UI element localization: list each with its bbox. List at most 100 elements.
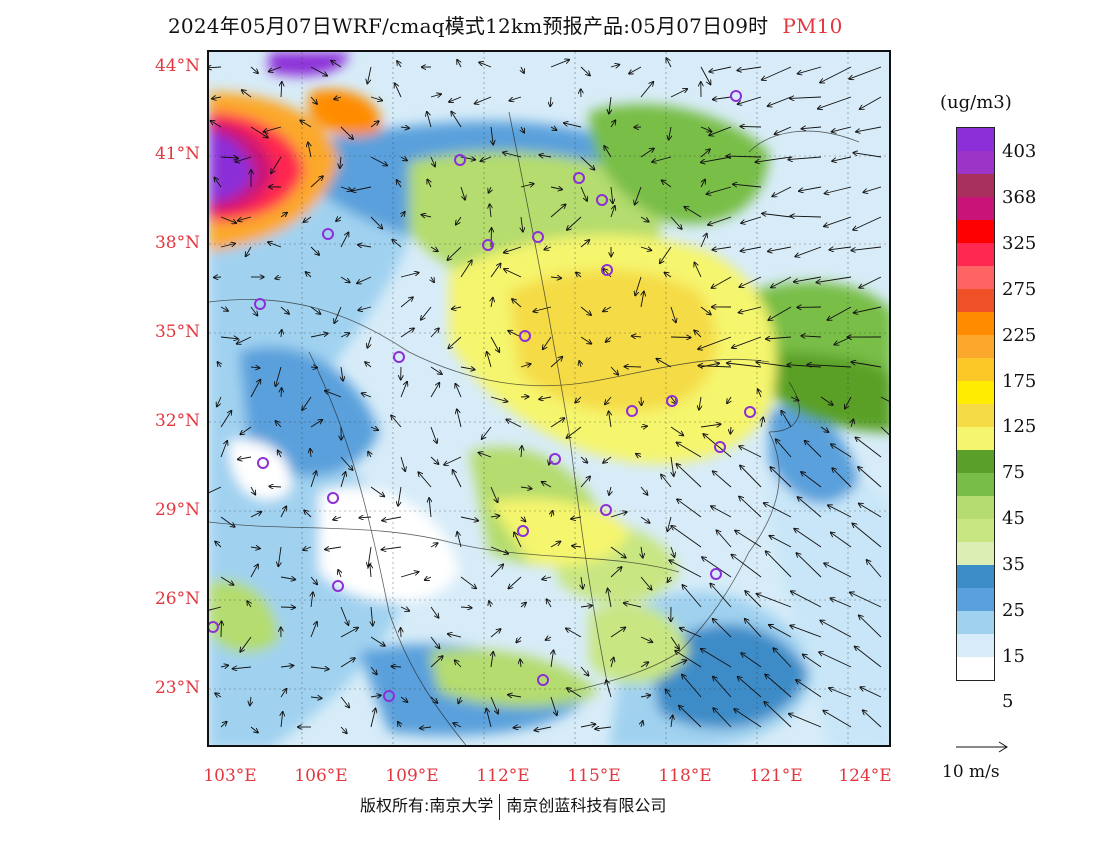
wind-vector [340,333,349,337]
wind-vector [430,543,438,547]
legend-label: 325 [1002,233,1037,254]
wind-vector [816,276,852,282]
wind-vector [457,409,462,428]
wind-vector [455,384,462,398]
wind-vector [640,216,649,222]
wind-vector [514,532,522,548]
wind-vector [448,336,462,348]
wind-vector [444,456,462,465]
wind-vector [340,628,358,638]
wind-vector [533,306,552,312]
wind-vector [863,710,882,728]
wind-vector [457,60,461,68]
legend-swatch [957,266,994,289]
wind-vector [491,126,493,145]
wind-vector [801,336,822,337]
wind-vector [576,272,582,277]
legend-swatch [957,312,994,335]
wind-vector [852,524,882,548]
wind-vector [610,366,618,375]
wind-vector [713,97,732,100]
wind-vector [217,396,222,407]
wind-vector [727,396,731,403]
legend-swatch [957,588,994,611]
wind-vector [580,606,592,608]
wind-vector [247,601,251,608]
wind-vector [452,307,462,309]
wind-vector [641,546,643,558]
legend-label: 368 [1002,187,1037,208]
wind-vector [608,589,612,608]
wind-vector [491,228,492,248]
wind-vector [566,628,582,638]
wind-vector [713,708,732,728]
wind-vector [787,365,822,367]
wind-vector [609,96,611,114]
wind-vector [220,244,235,248]
wind-vector [853,153,882,158]
wind-vector [400,456,405,471]
wind-vector [310,66,327,76]
wind-vector [400,273,419,278]
wind-vector [362,393,372,398]
wind-vector [211,121,222,128]
wind-vector [694,330,702,338]
wind-vector [828,505,852,518]
wind-vector [333,517,342,520]
wind-vector [768,306,792,320]
wind-vector [516,636,522,642]
wind-vector [520,364,531,367]
wind-vector [302,396,312,410]
wind-vector [741,126,762,127]
wind-vector [765,675,792,698]
lat-label-26: 26°N [154,589,200,609]
wind-vector [735,531,762,548]
wind-vector [610,65,619,67]
legend-label: 15 [1002,646,1025,667]
wind-vector [367,336,372,348]
wind-vector [671,526,702,548]
wind-vector [218,362,222,368]
wind-vector [520,487,532,489]
wind-vector [430,328,439,338]
wind-vector [490,696,498,714]
wind-vector [709,126,732,135]
wind-vector [701,180,705,188]
wind-vector [521,66,524,73]
wind-vector [579,361,581,368]
wind-vector [235,156,252,162]
wind-vector [334,97,342,99]
wind-vector [550,357,562,368]
wind-vector [770,467,792,488]
wind-vector [539,155,552,157]
legend-swatch [957,197,994,220]
wind-vector [300,120,312,128]
wind-vector [220,441,227,458]
wind-vector [453,470,462,488]
wind-vector [669,560,702,578]
wind-vector [550,60,569,68]
wind-vector [550,696,557,715]
wind-vector [764,503,792,518]
wind-vector [737,66,762,70]
wind-vector [635,186,642,205]
wind-vector [303,547,312,550]
wind-vector [550,127,557,130]
wind-vector [456,216,462,225]
wind-vector [521,126,524,133]
wind-vector [610,512,627,518]
wind-vector [640,247,651,250]
wind-vector [670,216,682,229]
wind-vector [215,542,222,548]
wind-vector [281,712,283,728]
wind-vector [340,696,349,708]
wind-vector [700,306,711,315]
wind-vector [209,606,222,611]
wind-vector [796,553,822,578]
wind-vector [823,711,852,728]
wind-vector [281,82,282,98]
chart-title: 2024年05月07日WRF/cmaq模式12km预报产品:05月07日09时 P… [168,10,843,39]
wind-vector [521,517,525,521]
wind-vector [431,276,434,282]
wind-vector [397,180,402,188]
